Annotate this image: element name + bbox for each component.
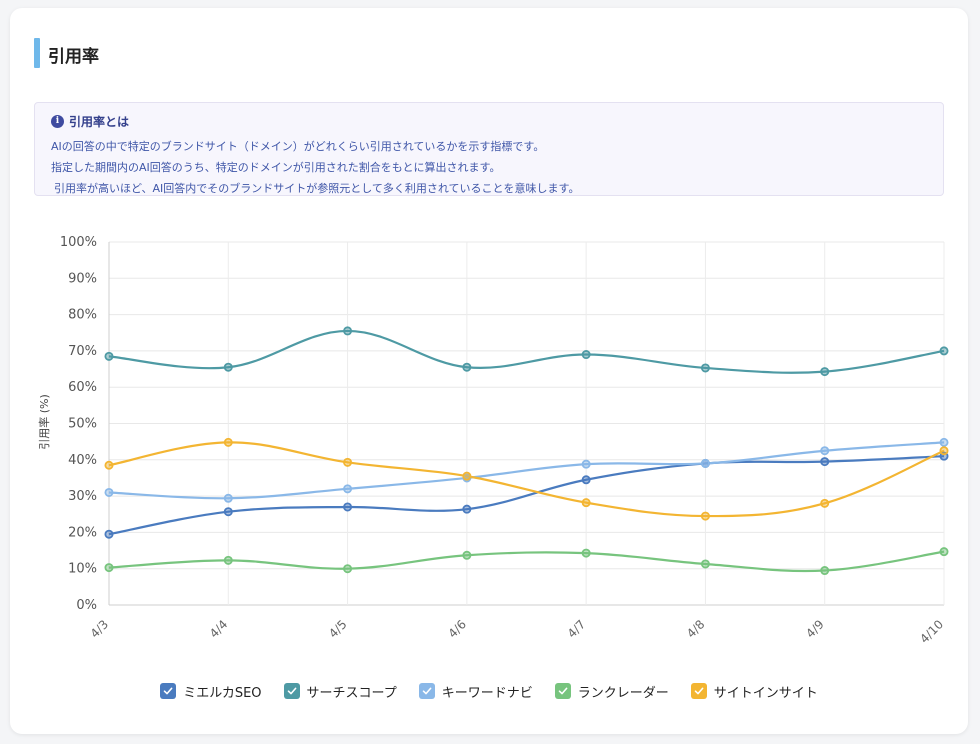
data-point[interactable] bbox=[462, 471, 472, 481]
y-tick-label: 50% bbox=[68, 417, 97, 432]
legend-checkbox[interactable] bbox=[160, 683, 177, 699]
x-tick-label: 4/6 bbox=[445, 617, 469, 641]
data-point[interactable] bbox=[820, 457, 830, 467]
check-icon bbox=[287, 687, 296, 695]
legend-item[interactable]: ランクレーダー bbox=[554, 682, 669, 701]
info-box: i 引用率とは AIの回答の中で特定のブランドサイト（ドメイン）がどれくらい引用… bbox=[34, 102, 944, 196]
series-line bbox=[108, 329, 945, 374]
info-icon: i bbox=[51, 115, 64, 128]
data-point[interactable] bbox=[700, 511, 710, 521]
data-point[interactable] bbox=[939, 346, 949, 356]
data-point[interactable] bbox=[581, 350, 591, 360]
data-point[interactable] bbox=[223, 555, 233, 565]
data-point[interactable] bbox=[820, 498, 830, 508]
y-tick-label: 10% bbox=[68, 562, 97, 577]
y-tick-label: 60% bbox=[68, 380, 97, 395]
x-tick-label: 4/3 bbox=[88, 617, 112, 641]
data-point[interactable] bbox=[343, 502, 353, 512]
data-point[interactable] bbox=[104, 487, 114, 497]
data-point[interactable] bbox=[223, 493, 233, 503]
info-heading-text: 引用率とは bbox=[69, 115, 130, 129]
y-tick-label: 30% bbox=[68, 489, 97, 504]
x-tick-label: 4/4 bbox=[207, 617, 231, 641]
data-point[interactable] bbox=[700, 559, 710, 569]
info-line: 指定した期間内のAI回答のうち、特定のドメインが引用された割合をもとに算出されま… bbox=[51, 161, 501, 174]
y-tick-label: 70% bbox=[68, 344, 97, 359]
legend-checkbox[interactable] bbox=[418, 683, 435, 699]
x-tick-label: 4/7 bbox=[565, 617, 589, 641]
data-point[interactable] bbox=[820, 566, 830, 576]
y-axis-label: 引用率 (%) bbox=[37, 394, 51, 450]
check-icon bbox=[694, 687, 704, 695]
data-point[interactable] bbox=[223, 437, 233, 447]
line-chart: 0% 10% 20% 30% 40% 50% 60% 70% 80% 90% 100% 4/3 4/4… bbox=[37, 235, 949, 646]
citation-rate-card: 引用率 i 引用率とは AIの回答の中で特定のブランドサイト（ドメイン）がどれく… bbox=[10, 8, 968, 734]
chart-grid bbox=[108, 241, 945, 606]
check-icon bbox=[163, 687, 173, 695]
chart-legend: ミエルカSEO サーチスコープ キーワードナビ ランクレーダー サイトインサイト bbox=[10, 680, 968, 702]
legend-label: サーチスコープ bbox=[306, 685, 397, 701]
data-point[interactable] bbox=[939, 547, 949, 557]
y-tick-label: 90% bbox=[68, 271, 97, 286]
y-tick-label: 100% bbox=[60, 235, 97, 250]
check-icon bbox=[422, 687, 432, 695]
y-tick-label: 20% bbox=[68, 525, 97, 540]
data-point[interactable] bbox=[343, 564, 353, 574]
data-point[interactable] bbox=[462, 550, 472, 560]
legend-label: サイトインサイト bbox=[713, 685, 818, 701]
data-point[interactable] bbox=[581, 459, 591, 469]
data-point[interactable] bbox=[343, 457, 353, 467]
legend-label: ミエルカSEO bbox=[183, 685, 262, 701]
data-point[interactable] bbox=[700, 363, 710, 373]
series-line bbox=[108, 441, 945, 500]
info-heading: i 引用率とは bbox=[51, 113, 129, 130]
data-point[interactable] bbox=[223, 507, 233, 517]
info-line: AIの回答の中で特定のブランドサイト（ドメイン）がどれくらい引用されているかを示… bbox=[51, 140, 545, 153]
y-tick-label: 80% bbox=[68, 308, 97, 323]
legend-checkbox[interactable] bbox=[690, 683, 707, 699]
data-point[interactable] bbox=[104, 460, 114, 470]
legend-checkbox[interactable] bbox=[554, 683, 571, 699]
check-icon bbox=[558, 687, 568, 695]
data-point[interactable] bbox=[581, 548, 591, 558]
series-line bbox=[108, 441, 945, 518]
data-point[interactable] bbox=[939, 446, 949, 456]
data-point[interactable] bbox=[462, 362, 472, 372]
chart-series bbox=[108, 329, 945, 573]
data-point[interactable] bbox=[581, 498, 591, 508]
data-point[interactable] bbox=[939, 437, 949, 447]
legend-item[interactable]: ミエルカSEO bbox=[160, 682, 262, 701]
data-point[interactable] bbox=[104, 563, 114, 573]
legend-item[interactable]: サーチスコープ bbox=[283, 682, 397, 701]
title-accent-bar bbox=[34, 38, 40, 68]
y-tick-label: 40% bbox=[68, 453, 97, 468]
legend-item[interactable]: キーワードナビ bbox=[418, 682, 533, 701]
data-point[interactable] bbox=[343, 326, 353, 336]
data-point[interactable] bbox=[581, 475, 591, 485]
x-tick-label: 4/5 bbox=[326, 617, 350, 641]
legend-checkbox[interactable] bbox=[283, 683, 300, 699]
x-tick-label: 4/8 bbox=[684, 617, 708, 641]
section-title: 引用率 bbox=[48, 47, 99, 67]
x-tick-label: 4/10 bbox=[917, 617, 946, 646]
data-point[interactable] bbox=[820, 367, 830, 377]
series-line bbox=[108, 455, 945, 536]
data-point[interactable] bbox=[700, 458, 710, 468]
x-axis-ticks: 4/3 4/4 4/5 4/6 4/7 4/8 4/9 4/10 bbox=[88, 617, 947, 646]
chart-points bbox=[104, 326, 949, 576]
data-point[interactable] bbox=[343, 484, 353, 494]
data-point[interactable] bbox=[223, 362, 233, 372]
legend-label: ランクレーダー bbox=[577, 685, 669, 701]
x-tick-label: 4/9 bbox=[803, 617, 827, 641]
series-line bbox=[108, 550, 945, 573]
legend-item[interactable]: サイトインサイト bbox=[690, 682, 818, 701]
data-point[interactable] bbox=[104, 529, 114, 539]
data-point[interactable] bbox=[104, 351, 114, 361]
info-line: 引用率が高いほど、AI回答内でそのブランドサイトが参照元として多く利用されている… bbox=[54, 182, 580, 195]
y-tick-label: 0% bbox=[76, 598, 97, 613]
data-point[interactable] bbox=[820, 446, 830, 456]
data-point[interactable] bbox=[462, 504, 472, 514]
y-axis-ticks: 0% 10% 20% 30% 40% 50% 60% 70% 80% 90% 100% bbox=[60, 235, 97, 613]
legend-label: キーワードナビ bbox=[441, 685, 533, 701]
